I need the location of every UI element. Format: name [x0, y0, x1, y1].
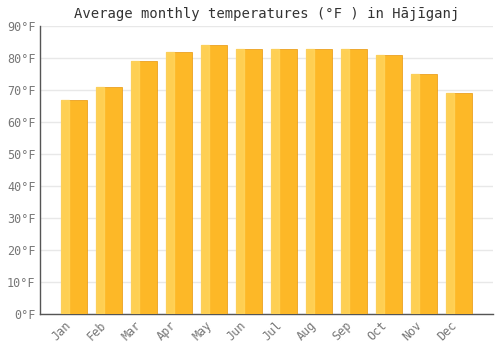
Bar — [201, 46, 209, 314]
Bar — [271, 49, 279, 314]
Bar — [61, 100, 87, 314]
Bar — [341, 49, 367, 314]
Bar — [446, 93, 454, 314]
Title: Average monthly temperatures (°F ) in Hājīganj: Average monthly temperatures (°F ) in Hā… — [74, 7, 460, 21]
Bar — [341, 49, 349, 314]
Bar — [411, 74, 438, 314]
Bar — [446, 93, 472, 314]
Bar — [411, 74, 419, 314]
Bar — [131, 62, 157, 314]
Bar — [61, 100, 69, 314]
Bar — [236, 49, 262, 314]
Bar — [166, 52, 192, 314]
Bar — [376, 55, 384, 314]
Bar — [306, 49, 332, 314]
Bar — [376, 55, 402, 314]
Bar — [166, 52, 174, 314]
Bar — [201, 46, 228, 314]
Bar — [306, 49, 314, 314]
Bar — [96, 87, 104, 314]
Bar — [271, 49, 297, 314]
Bar — [131, 62, 139, 314]
Bar — [96, 87, 122, 314]
Bar — [236, 49, 244, 314]
